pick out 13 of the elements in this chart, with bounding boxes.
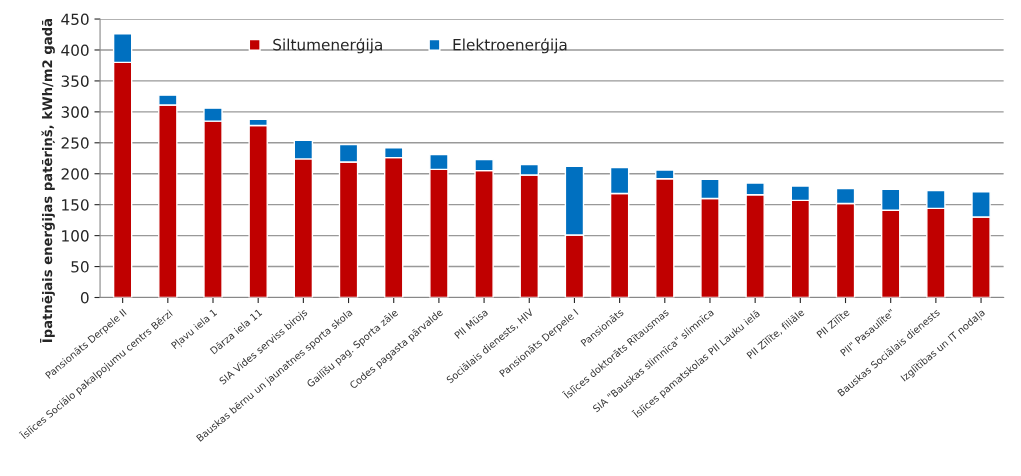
y-tick-label: 100 [62,230,89,242]
y-tick-label: 300 [61,106,89,118]
y-tick-label: 200 [61,168,89,180]
y-tick-label: 250 [61,137,89,149]
y-tick-label: 50 [71,261,89,273]
y-tick-label: 350 [61,75,89,87]
y-tick-label: 400 [61,44,89,56]
legend-label: Elektroenerģija [453,38,567,54]
legend-label: Siltumenerģija [273,38,382,54]
y-tick-label: 0 [80,291,89,304]
y-axis-title: Īpatnējais enerģijas patēriņš, kWh/m2 gadā [40,18,55,343]
y-tick-label: 450 [61,13,89,26]
y-tick-label: 150 [62,199,89,211]
